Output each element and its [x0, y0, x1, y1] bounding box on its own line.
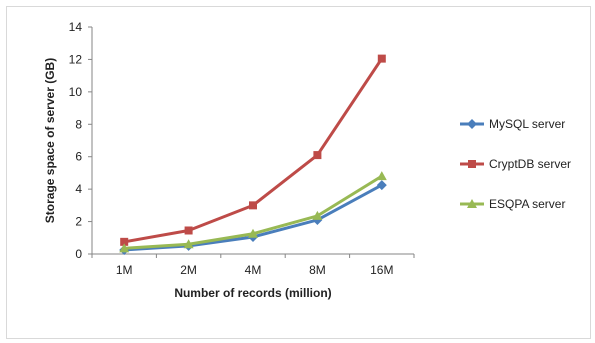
legend-marker: [467, 119, 477, 129]
data-point: [184, 226, 193, 235]
legend-item: MySQL server: [460, 117, 565, 131]
series-mysql-server: [119, 180, 387, 255]
legend-item: ESQPA server: [460, 197, 565, 211]
y-tick-label: 8: [75, 117, 82, 131]
y-tick-label: 12: [69, 52, 83, 66]
y-axis-title: Storage space of server (GB): [43, 58, 57, 223]
legend-item: CryptDB server: [460, 157, 571, 171]
legend-marker: [468, 160, 476, 168]
legend-label: MySQL server: [489, 117, 565, 131]
y-tick-label: 2: [75, 215, 82, 229]
x-axis-title: Number of records (million): [174, 286, 331, 300]
data-point: [120, 237, 129, 246]
data-point: [313, 151, 322, 160]
data-point: [377, 54, 386, 63]
data-point: [249, 201, 257, 210]
chart-frame: [6, 6, 591, 339]
data-point: [312, 210, 323, 220]
y-tick-label: 14: [69, 20, 83, 34]
y-tick-label: 6: [75, 150, 82, 164]
series-cryptdb-server: [120, 54, 386, 246]
data-point: [376, 180, 387, 191]
x-tick-label: 4M: [245, 263, 262, 277]
x-tick-label: 1M: [116, 263, 133, 277]
x-tick-label: 16M: [370, 263, 393, 277]
data-point: [248, 228, 258, 238]
series-line: [123, 57, 384, 244]
y-tick-label: 4: [75, 182, 82, 196]
y-tick-label: 0: [75, 247, 82, 261]
data-point: [119, 243, 130, 253]
series-layer: [119, 54, 387, 255]
legend: MySQL server CryptDB server ESQPA server: [460, 117, 571, 211]
legend-marker: [467, 199, 477, 208]
axes: 0 2 4 6 8 10 12 14 1M 2M 4M 8M 16M: [69, 20, 415, 277]
x-tick-label: 2M: [180, 263, 197, 277]
x-tick-label: 8M: [309, 263, 326, 277]
legend-label: ESQPA server: [489, 197, 565, 211]
data-point: [376, 171, 387, 181]
y-tick-label: 10: [69, 85, 83, 99]
data-point: [183, 239, 194, 249]
series-esqpa-server: [119, 171, 387, 253]
legend-label: CryptDB server: [489, 157, 571, 171]
